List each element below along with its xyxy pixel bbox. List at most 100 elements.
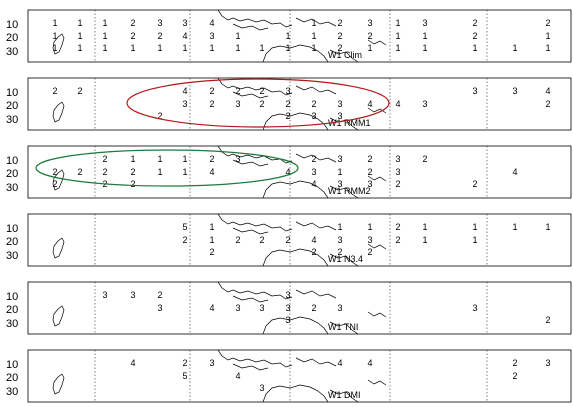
grid-value: 1 — [545, 43, 550, 53]
coastline — [52, 33, 65, 55]
grid-value: 1 — [367, 43, 372, 53]
grid-value: 2 — [337, 18, 342, 28]
panel-frame — [27, 145, 572, 199]
grid-value: 3 — [157, 18, 162, 28]
grid-value: 2 — [337, 31, 342, 41]
grid-value: 2 — [472, 179, 477, 189]
coastline — [329, 389, 359, 402]
grid-value: 1 — [512, 222, 517, 232]
grid-value: 2 — [285, 235, 290, 245]
grid-value: 1 — [102, 31, 107, 41]
grid-value: 1 — [422, 235, 427, 245]
grid-value: 1 — [77, 18, 82, 28]
grid-value: 1 — [422, 31, 427, 41]
grid-value: 3 — [337, 179, 342, 189]
lat-label: 10 — [6, 291, 18, 303]
coastline — [367, 243, 387, 250]
grid-value: 2 — [259, 235, 264, 245]
grid-value: 3 — [472, 303, 477, 313]
grid-value: 2 — [102, 154, 107, 164]
lat-label: 30 — [6, 114, 18, 126]
grid-value: 1 — [545, 31, 550, 41]
grid-value: 1 — [52, 18, 57, 28]
coastline — [217, 146, 293, 164]
grid-value: 4 — [285, 167, 290, 177]
lat-label: 20 — [6, 372, 18, 384]
lat-label: 30 — [6, 182, 18, 194]
grid-value: 3 — [259, 383, 264, 393]
grid-value: 2 — [259, 86, 264, 96]
grid-value: 4 — [209, 18, 214, 28]
coastline — [52, 237, 65, 259]
grid-value: 2 — [311, 99, 316, 109]
panel-frame — [27, 281, 572, 335]
grid-value: 1 — [311, 43, 316, 53]
grid-value: 1 — [52, 31, 57, 41]
grid-value: 1 — [311, 18, 316, 28]
grid-value: 1 — [337, 222, 342, 232]
coastline — [52, 101, 65, 123]
grid-value: 3 — [337, 99, 342, 109]
grid-value: 2 — [311, 154, 316, 164]
grid-value: 1 — [102, 18, 107, 28]
grid-value: 2 — [235, 86, 240, 96]
coastline — [295, 221, 337, 231]
coastline — [217, 282, 293, 300]
grid-value: 3 — [157, 303, 162, 313]
coastline — [217, 78, 293, 96]
grid-value: 3 — [512, 86, 517, 96]
grid-value: 2 — [52, 179, 57, 189]
lat-label: 20 — [6, 100, 18, 112]
coastline — [232, 91, 269, 99]
grid-value: 4 — [512, 167, 517, 177]
grid-value: 4 — [311, 235, 316, 245]
grid-value: 2 — [130, 179, 135, 189]
coastline — [262, 112, 329, 130]
coastline — [367, 311, 387, 318]
grid-value: 4 — [367, 358, 372, 368]
lat-label: 10 — [6, 223, 18, 235]
grid-value: 3 — [130, 290, 135, 300]
grid-value: 2 — [77, 86, 82, 96]
coastline — [295, 85, 337, 95]
grid-value: 2 — [472, 31, 477, 41]
grid-value: 2 — [285, 99, 290, 109]
grid-value: 2 — [311, 247, 316, 257]
panel-label: W1 TNI — [328, 322, 358, 332]
grid-value: 2 — [285, 111, 290, 121]
grid-value: 1 — [472, 43, 477, 53]
grid-value: 1 — [337, 167, 342, 177]
grid-value: 3 — [285, 315, 290, 325]
grid-value: 2 — [157, 111, 162, 121]
grid-value: 2 — [157, 290, 162, 300]
coastlines — [52, 10, 387, 62]
grid-value: 2 — [157, 31, 162, 41]
grid-value: 4 — [395, 99, 400, 109]
coastline — [295, 17, 337, 27]
panel-label: W1 DMI — [328, 390, 361, 400]
grid-value: 2 — [52, 86, 57, 96]
grid-value: 1 — [77, 31, 82, 41]
grid-value: 2 — [395, 222, 400, 232]
grid-value: 2 — [209, 154, 214, 164]
coastline — [367, 39, 387, 46]
grid-value: 2 — [422, 154, 427, 164]
grid-value: 1 — [130, 43, 135, 53]
grid-value: 3 — [285, 290, 290, 300]
grid-value: 4 — [235, 371, 240, 381]
grid-value: 1 — [77, 43, 82, 53]
grid-value: 3 — [422, 99, 427, 109]
panel-label: W1 RMM2 — [328, 186, 371, 196]
grid-value: 1 — [209, 222, 214, 232]
coastline — [295, 357, 337, 367]
grid-value: 1 — [157, 167, 162, 177]
grid-value: 3 — [182, 18, 187, 28]
grid-value: 3 — [311, 111, 316, 121]
grid-value: 2 — [52, 167, 57, 177]
coastline — [217, 214, 293, 232]
grid-value: 4 — [337, 358, 342, 368]
